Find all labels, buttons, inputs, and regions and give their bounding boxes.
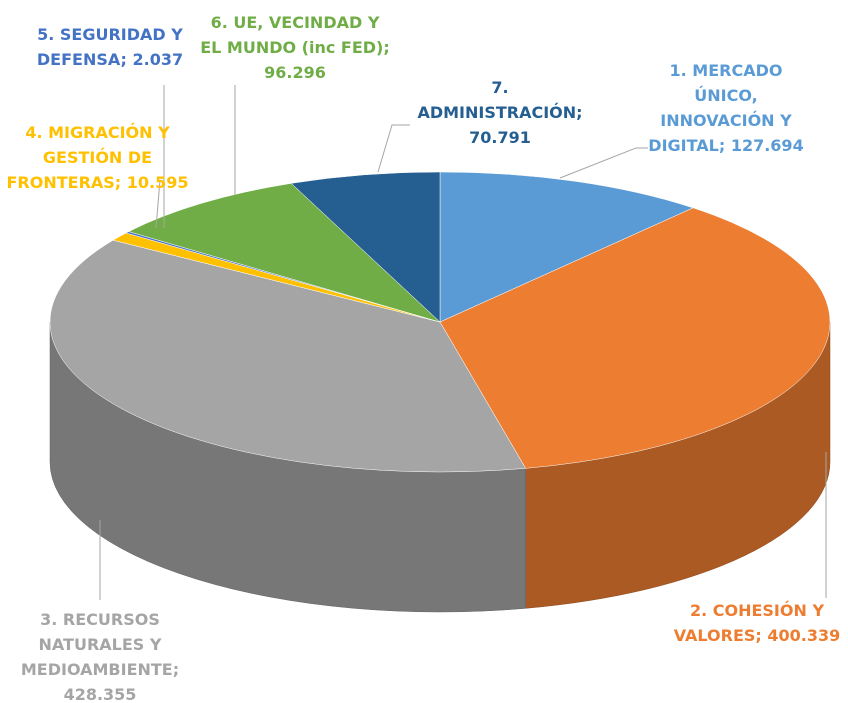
slice xyxy=(128,183,441,323)
slice xyxy=(290,171,441,323)
data-label: 4. MIGRACIÓN Y GESTIÓN DE FRONTERAS; 10.… xyxy=(6,123,189,192)
leader-line xyxy=(559,147,648,179)
slice xyxy=(439,207,831,469)
data-label: 5. SEGURIDAD Y DEFENSA; 2.037 xyxy=(36,25,184,69)
data-label: 1. MERCADO ÚNICO, INNOVACIÓN Y DIGITAL; … xyxy=(648,61,804,155)
data-label: 7. ADMINISTRACIÓN; 70.791 xyxy=(417,78,583,147)
slice xyxy=(439,171,694,323)
leader-line xyxy=(155,179,161,229)
pie-tops xyxy=(49,171,831,473)
leader-lines xyxy=(99,85,827,600)
data-label: 6. UE, VECINDAD Y EL MUNDO (inc FED); 96… xyxy=(200,13,390,82)
data-label: 3. RECURSOS NATURALES Y MEDIOAMBIENTE; 4… xyxy=(20,610,180,703)
slice xyxy=(49,239,527,473)
leader-line xyxy=(377,124,410,173)
data-label: 2. COHESIÓN Y VALORES; 400.339 xyxy=(673,601,841,645)
